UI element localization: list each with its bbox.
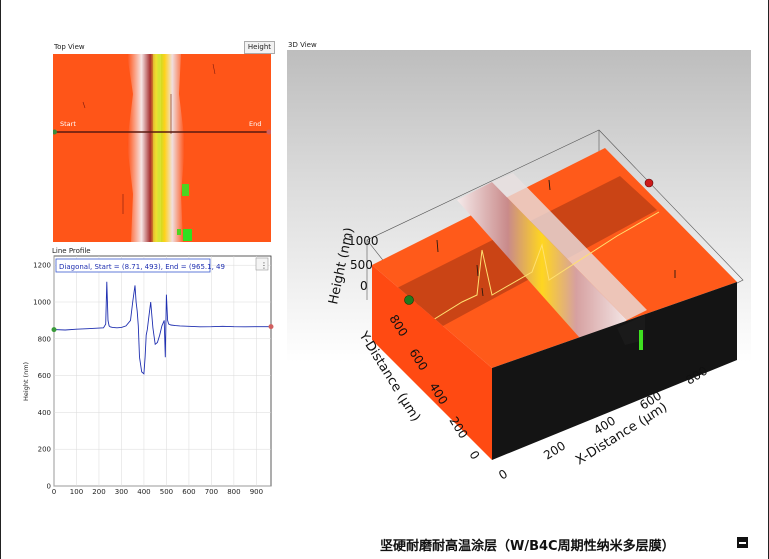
top-view-image: Start End	[53, 54, 271, 242]
x-tick-label: 600	[182, 488, 195, 496]
x-tick-0: 0	[496, 467, 510, 483]
y-tick-label: 0	[47, 483, 51, 491]
z-tick-0: 0	[360, 279, 368, 293]
start-handle[interactable]	[53, 129, 57, 135]
plot-area	[53, 255, 272, 487]
x-tick-200: 200	[541, 439, 568, 463]
profile-menu-button[interactable]	[255, 257, 269, 271]
y-axis-label: Height (nm)	[22, 362, 30, 401]
profile-series-line	[53, 281, 271, 375]
y-tick-label: 800	[38, 335, 51, 343]
line-profile-title: Line Profile	[52, 247, 91, 255]
y-tick-label: 1000	[33, 299, 51, 307]
x-tick-label: 800	[227, 488, 240, 496]
profile-end-handle[interactable]	[268, 324, 274, 330]
x-tick-label: 700	[205, 488, 218, 496]
profile-start-handle[interactable]	[51, 327, 57, 333]
height-mode-button[interactable]: Height	[243, 41, 275, 54]
end-label: End	[249, 120, 261, 128]
y-tick-label: 400	[38, 409, 51, 417]
3d-surface-plot: Height (nm) 1000 500 0 Y-Distance (μm) 8…	[326, 129, 744, 483]
top-view-panel: Top View Height	[47, 40, 283, 246]
x-tick-label: 300	[115, 488, 128, 496]
z-tick-500: 500	[350, 258, 373, 272]
x-tick-label: 900	[250, 488, 263, 496]
y-tick-0: 0	[466, 448, 482, 462]
3d-view-title: 3D View	[288, 41, 317, 49]
surface-ridge	[457, 182, 627, 346]
line-profile-panel: Line Profile 0 200 400 600 800 1000 1200 0 100 20…	[20, 246, 285, 496]
line-profile-chart: 0 200 400 600 800 1000 1200 0 100 200 300 400 500 600…	[22, 255, 274, 496]
3d-end-handle[interactable]	[644, 178, 654, 188]
y-tick-label: 1200	[33, 262, 51, 270]
3d-view-panel: 3D View	[287, 40, 751, 496]
z-tick-1000: 1000	[348, 234, 379, 248]
start-label: Start	[60, 120, 76, 128]
legend-text: Diagonal, Start = (8.71, 493), End = (96…	[59, 263, 225, 271]
surface-side-right	[492, 282, 737, 460]
x-tick-label: 200	[92, 488, 105, 496]
collapse-minus-icon[interactable]	[737, 537, 748, 548]
y-tick-label: 200	[38, 446, 51, 454]
y-tick-label: 600	[38, 372, 51, 380]
kebab-menu-icon: ⋮	[260, 261, 268, 270]
x-tick-label: 100	[70, 488, 83, 496]
end-handle[interactable]	[266, 129, 272, 135]
top-view-title: Top View	[54, 43, 85, 51]
legend-box	[55, 258, 211, 273]
figure-caption: 坚硬耐磨耐高温涂层（W/B4C周期性纳米多层膜）	[380, 539, 675, 554]
x-tick-label: 500	[160, 488, 173, 496]
surface-side-left	[372, 265, 492, 460]
3d-start-handle[interactable]	[404, 295, 414, 305]
x-tick-label: 0	[52, 488, 56, 496]
top-view-heightmap: Start End	[53, 54, 271, 242]
x-tick-label: 400	[137, 488, 150, 496]
frame-left-border	[0, 0, 1, 559]
